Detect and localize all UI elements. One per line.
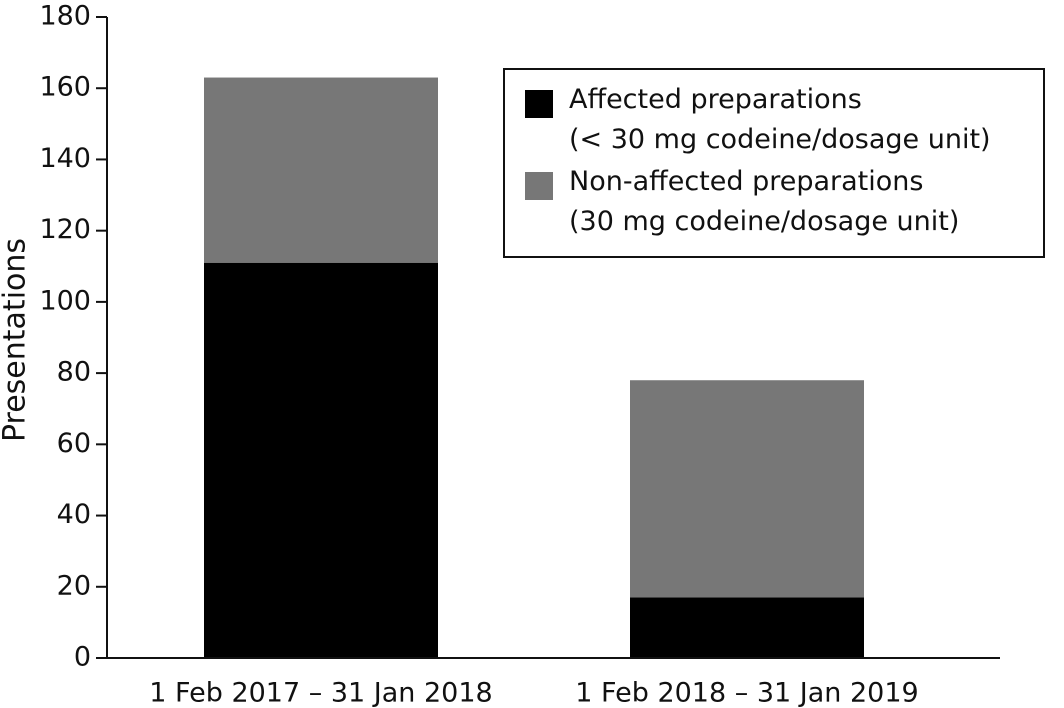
legend: Affected preparations (< 30 mg codeine/d… [503,68,1045,258]
bar-segment [204,262,438,658]
legend-swatch [525,172,553,200]
y-tick-label: 160 [39,72,91,103]
y-tick-label: 180 [39,1,91,32]
bar-segment [204,77,438,263]
legend-label: Affected preparations (< 30 mg codeine/d… [569,84,991,155]
bar-segment [630,380,864,598]
y-tick-label: 40 [57,499,91,530]
y-tick-label: 60 [57,428,91,459]
legend-item: Non-affected preparations (30 mg codeine… [525,166,1043,242]
y-axis-label: Presentations [0,238,33,442]
y-tick-label: 120 [39,214,91,245]
legend-item: Affected preparations (< 30 mg codeine/d… [525,84,1043,160]
x-tick-label: 1 Feb 2018 – 31 Jan 2019 [575,678,918,708]
y-tick-label: 80 [57,357,91,388]
x-tick-label: 1 Feb 2017 – 31 Jan 2018 [149,678,492,708]
legend-label: Non-affected preparations (30 mg codeine… [569,166,960,237]
y-tick-label: 20 [57,570,91,601]
y-tick-label: 100 [39,285,91,316]
y-tick-label: 0 [74,642,91,673]
y-tick-label: 140 [39,143,91,174]
bar-segment [630,597,864,658]
legend-swatch [525,90,553,118]
